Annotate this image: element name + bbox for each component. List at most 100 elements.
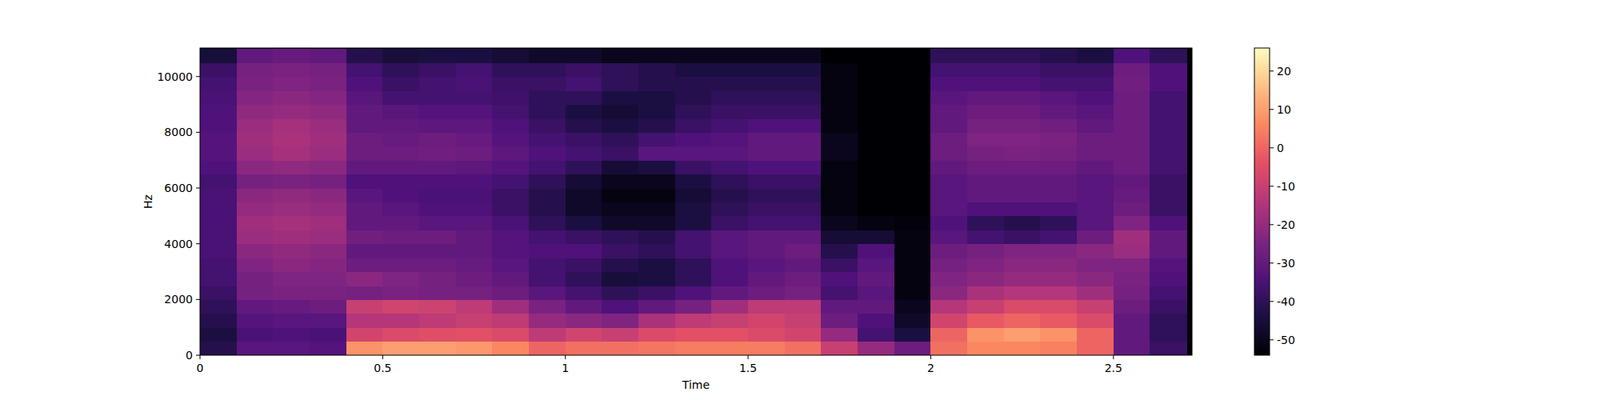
cell	[382, 313, 420, 328]
cell	[492, 299, 529, 314]
cell	[930, 272, 968, 287]
cell	[1040, 160, 1077, 175]
cell	[346, 76, 384, 92]
cell	[638, 104, 676, 120]
cell	[1076, 285, 1114, 300]
cell	[272, 201, 310, 216]
cell	[1113, 285, 1151, 300]
cell	[382, 201, 420, 216]
cell	[711, 327, 748, 342]
cell	[601, 299, 639, 314]
cell	[1149, 48, 1187, 64]
cell	[857, 132, 895, 147]
cell	[565, 90, 603, 105]
cell	[272, 216, 310, 231]
cell	[820, 299, 858, 314]
cell	[419, 76, 456, 92]
cell	[748, 285, 785, 300]
cell	[236, 132, 274, 147]
cell	[748, 216, 785, 231]
cell	[638, 76, 676, 92]
cell	[894, 160, 932, 175]
cell	[967, 216, 1004, 231]
cell	[419, 188, 456, 203]
plot-background	[200, 48, 1192, 356]
cell	[748, 272, 785, 287]
cell	[930, 118, 968, 133]
y-tick	[196, 355, 200, 356]
cell	[711, 285, 748, 300]
cell	[675, 216, 712, 231]
cell	[382, 132, 420, 147]
cell	[675, 146, 712, 161]
cell	[930, 285, 968, 300]
cell	[675, 174, 712, 189]
cell	[784, 62, 822, 77]
cell	[857, 341, 895, 356]
cell	[601, 229, 639, 244]
cell	[894, 285, 932, 300]
cell	[1004, 313, 1041, 328]
cell	[456, 160, 493, 175]
cell	[930, 146, 968, 161]
cell	[675, 188, 712, 203]
cell	[967, 90, 1004, 105]
cell	[200, 90, 237, 105]
cell	[711, 229, 748, 244]
cell	[784, 272, 822, 287]
cell	[638, 229, 676, 244]
cell	[1076, 132, 1114, 147]
cell	[456, 341, 493, 356]
cell	[748, 299, 785, 314]
cell	[1113, 216, 1151, 231]
cell	[1113, 90, 1151, 105]
cell	[456, 272, 493, 287]
colorbar-tick-label: 0	[1276, 141, 1284, 155]
y-tick-label: 2000	[164, 292, 193, 306]
cell	[1149, 118, 1187, 133]
cell	[272, 90, 310, 105]
x-tick-label: 0	[196, 361, 204, 375]
cell	[784, 201, 822, 216]
cell	[784, 216, 822, 231]
cell	[784, 244, 822, 259]
cell	[820, 327, 858, 342]
cell	[894, 299, 932, 314]
cell	[748, 244, 785, 259]
cell	[565, 62, 603, 77]
cell	[930, 244, 968, 259]
cell	[528, 257, 566, 272]
cell	[857, 201, 895, 216]
cell	[601, 341, 639, 356]
cell	[930, 216, 968, 231]
cell	[894, 327, 932, 342]
cell	[601, 48, 639, 64]
cell	[930, 201, 968, 216]
colorbar-tick	[1269, 70, 1274, 72]
cell	[820, 174, 858, 189]
cell	[528, 132, 566, 147]
cell	[675, 229, 712, 244]
cell	[857, 104, 895, 120]
cell	[1004, 62, 1041, 77]
cell	[565, 188, 603, 203]
cell	[200, 313, 237, 328]
cell	[346, 272, 384, 287]
cell	[419, 216, 456, 231]
cell	[200, 48, 237, 64]
cell	[309, 313, 347, 328]
cell	[456, 174, 493, 189]
cell	[1113, 327, 1151, 342]
cell	[565, 48, 603, 64]
cell	[930, 160, 968, 175]
cell	[1076, 313, 1114, 328]
cell	[601, 313, 639, 328]
x-tick	[930, 355, 932, 360]
cell	[820, 201, 858, 216]
cell	[236, 174, 274, 189]
cell	[857, 48, 895, 64]
cell	[456, 327, 493, 342]
cell	[309, 299, 347, 314]
cell	[894, 90, 932, 105]
cell	[784, 327, 822, 342]
